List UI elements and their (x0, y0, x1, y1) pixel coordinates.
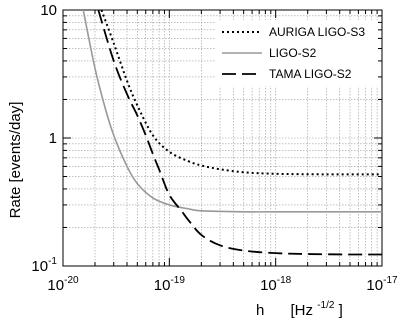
series-line-1 (100, 10, 382, 176)
x-axis-unit-exponent: -1/2 (317, 300, 335, 311)
x-tick-label: 10-20 (47, 275, 79, 294)
series-line-2 (82, 10, 382, 213)
series-lines (82, 10, 382, 256)
tick-labels: 10-20 10-19 10-18 10-17 10-1 1 10 (31, 2, 398, 294)
x-tick-label: 10-17 (366, 275, 398, 294)
axis-ticks (62, 9, 383, 267)
legend: AURIGA LIGO-S3 LIGO-S2 TAMA LIGO-S2 (216, 20, 378, 86)
x-axis-unit: [Hz (291, 302, 314, 319)
x-axis-title: h [Hz -1/2 ] (256, 295, 343, 319)
y-tick-label: 1 (49, 130, 57, 147)
x-axis-symbol: h (256, 302, 264, 319)
x-tick-label: 10-18 (260, 275, 292, 294)
y-tick-label: 10-1 (31, 256, 57, 275)
legend-label-1: AURIGA LIGO-S3 (269, 25, 365, 39)
y-tick-label: 10 (40, 2, 57, 19)
legend-label-3: TAMA LIGO-S2 (269, 67, 352, 81)
x-tick-label: 10-19 (154, 275, 186, 294)
x-axis-unit-close: ] (339, 302, 343, 319)
series-line-3 (97, 10, 382, 256)
y-axis-title: Rate [events/day] (7, 102, 24, 219)
legend-label-2: LIGO-S2 (269, 46, 317, 60)
